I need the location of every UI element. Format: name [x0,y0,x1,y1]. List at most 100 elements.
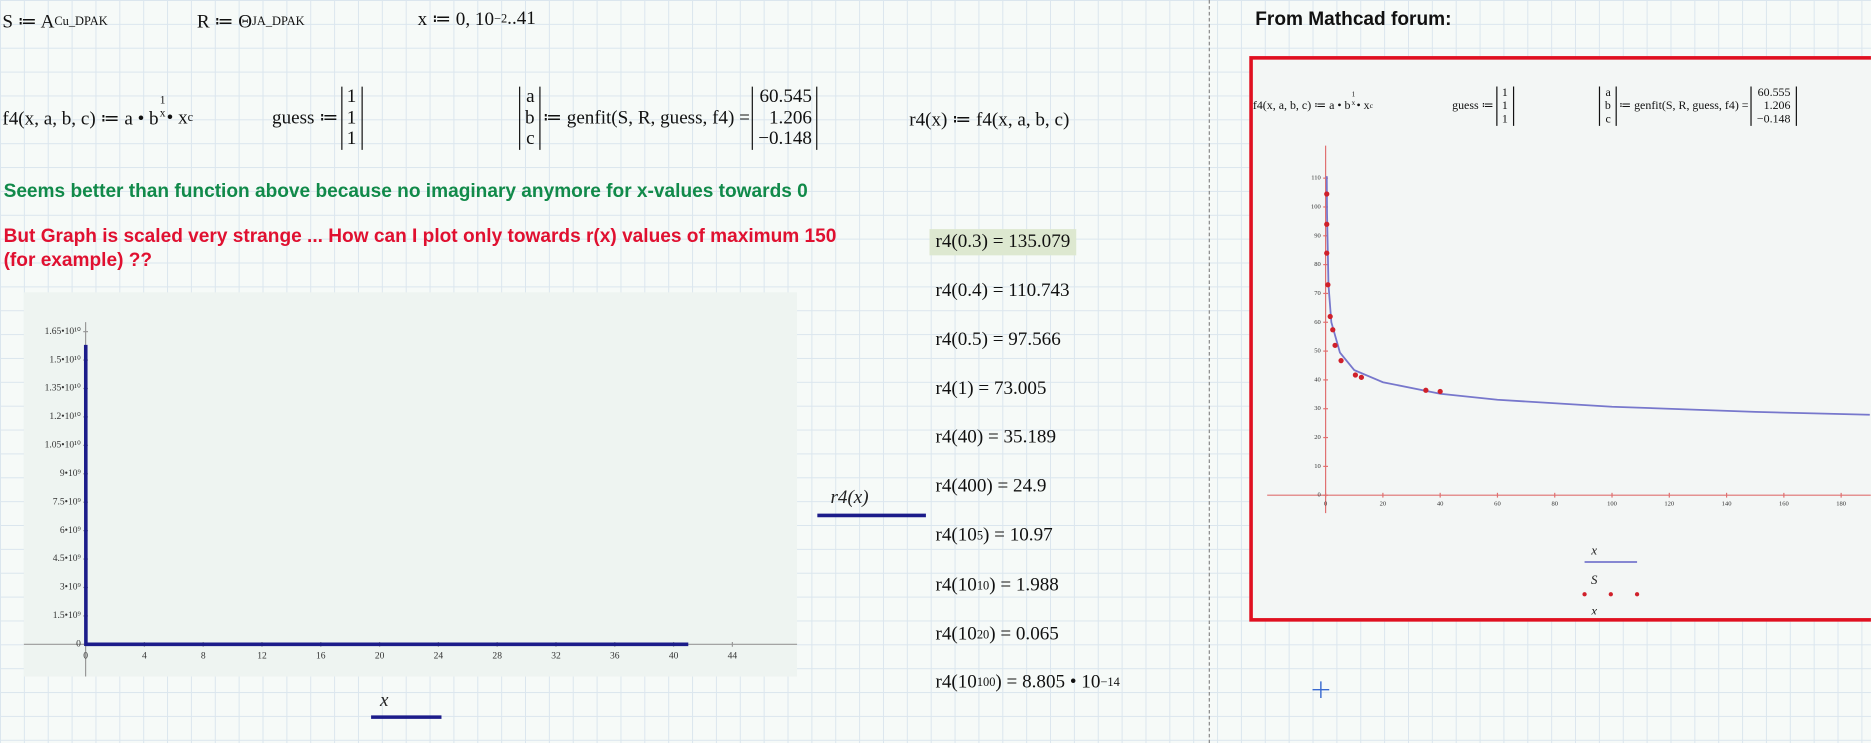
matrix-cell: 1.206 [1763,99,1791,113]
math-text: ) = 0.065 [989,624,1059,645]
matrix-cell: 60.555 [1757,86,1791,100]
y-tick-label: 3•10⁹ [60,582,82,593]
math-text: r4(40) = 35.189 [935,427,1057,448]
formula: x ≔ 0, 10 −2 ..41 [418,7,536,31]
math-text: r4(10 [935,671,977,693]
y-tick-label: 10 [1314,463,1321,470]
superscript: 100 [976,675,996,690]
math-text: guess ≔ [1452,99,1494,113]
page-separator [1208,0,1210,743]
x-tick-label: 8 [201,650,206,661]
data-point [1324,221,1330,227]
matrix-cell: c [1605,112,1611,126]
trace-label: r4(x) [830,487,868,508]
y-tick-label: 70 [1314,290,1321,297]
y-tick-label: 90 [1314,232,1321,239]
numerator: 1 [159,94,166,108]
math-text: • x [1356,99,1370,113]
denominator: x [1351,99,1356,107]
math-text: r4(10 [935,624,977,645]
matrix-cell: a [526,86,535,107]
matrix-cell: −0.148 [758,128,812,149]
green-note: Seems better than function above because… [3,181,808,202]
superscript: 20 [976,628,990,642]
evaluation: r4(1) = 73.005 [930,376,1053,402]
math-text: r4(1) = 73.005 [935,378,1047,399]
data-point [1423,387,1429,393]
y-tick-label: 0 [1318,492,1322,499]
evaluation: r4(10 10) = 1.988 [930,573,1065,599]
evaluation: r4(10 100) = 8.805 • 10 −14 [930,669,1126,695]
forum-image-frame [1249,56,1871,622]
math-text: r4(0.5) = 97.566 [935,329,1061,350]
evaluation: r4(0.5) = 97.566 [930,327,1067,353]
x-tick-label: 24 [434,650,444,661]
x-tick-label: 32 [551,650,561,661]
trace-label: x [1590,542,1597,557]
red-note-line: (for example) ?? [3,250,153,271]
curve [83,344,689,647]
legend-marker [1582,592,1587,597]
y-tick-label: 40 [1314,376,1321,383]
matrix-cell: a [1605,86,1611,100]
matrix: 60.545 1.206 −0.148 [752,86,818,150]
x-tick-label: 80 [1551,501,1558,508]
superscript: −14 [1100,675,1120,690]
subscript: Cu_DPAK [54,14,108,29]
legend-marker [1608,592,1613,597]
superscript: 10 [976,579,990,593]
data-point [1332,342,1338,348]
matrix-cell: 1 [1501,86,1508,100]
y-tick-label: 1.5•10¹⁰ [49,354,81,365]
math-text: ..41 [507,8,536,29]
y-tick-label: 1.5•10⁹ [53,610,82,621]
x-tick-label: 120 [1664,501,1675,508]
math-text: r4(10 [935,525,977,546]
matrix: 60.555 1.206 −0.148 [1750,86,1797,126]
y-tick-label: 6•10⁹ [60,525,82,536]
denominator: x [159,106,166,120]
formula: R ≔ Θ JA_DPAK [197,10,305,34]
data-point [1324,191,1330,197]
y-tick-label: 60 [1314,319,1321,326]
x-tick-label: 0 [83,650,88,661]
math-text: guess ≔ [272,108,339,129]
math-text: r4(0.3) = 135.079 [935,231,1071,252]
math-text: ≔ genfit(S, R, guess, f4) = [542,108,750,129]
curve [1325,176,1870,416]
x-tick-label: 0 [1324,501,1328,508]
cursor [1312,681,1330,699]
y-tick-label: 9•10⁹ [60,468,82,479]
superscript: c [1369,102,1374,111]
y-tick-label: 80 [1314,261,1321,268]
math-text: r4(x) ≔ f4(x, a, b, c) [909,109,1070,131]
data-point [1358,374,1365,380]
data-point [1352,372,1359,378]
trace-label: S [1591,572,1598,587]
matrix-cell: c [526,128,535,149]
x-tick-label: 44 [728,650,738,661]
forum-plot: 0 20 40 60 80 100 120 140 160 180 0 10 20 30 40 50 60 70 8… [1267,145,1871,614]
data-point [1324,250,1330,256]
x-tick-label: 180 [1836,501,1847,508]
formula: r4(x) ≔ f4(x, a, b, c) [909,107,1069,131]
x-tick-label: 60 [1494,501,1501,508]
left-plot: 0 4 8 12 16 20 24 28 32 36 40 44 0 1.5•10⁹ 3•10⁹ 4.5•10… [23,322,926,719]
evaluation: r4(10 5) = 10.97 [930,523,1059,549]
x-tick-label: 160 [1779,501,1790,508]
evaluation: r4(400) = 24.9 [930,474,1053,500]
math-text: r4(10 [935,575,977,596]
matrix-cell: b [1604,99,1611,113]
y-tick-label: 0 [76,639,81,650]
legend-marker [1634,592,1640,597]
